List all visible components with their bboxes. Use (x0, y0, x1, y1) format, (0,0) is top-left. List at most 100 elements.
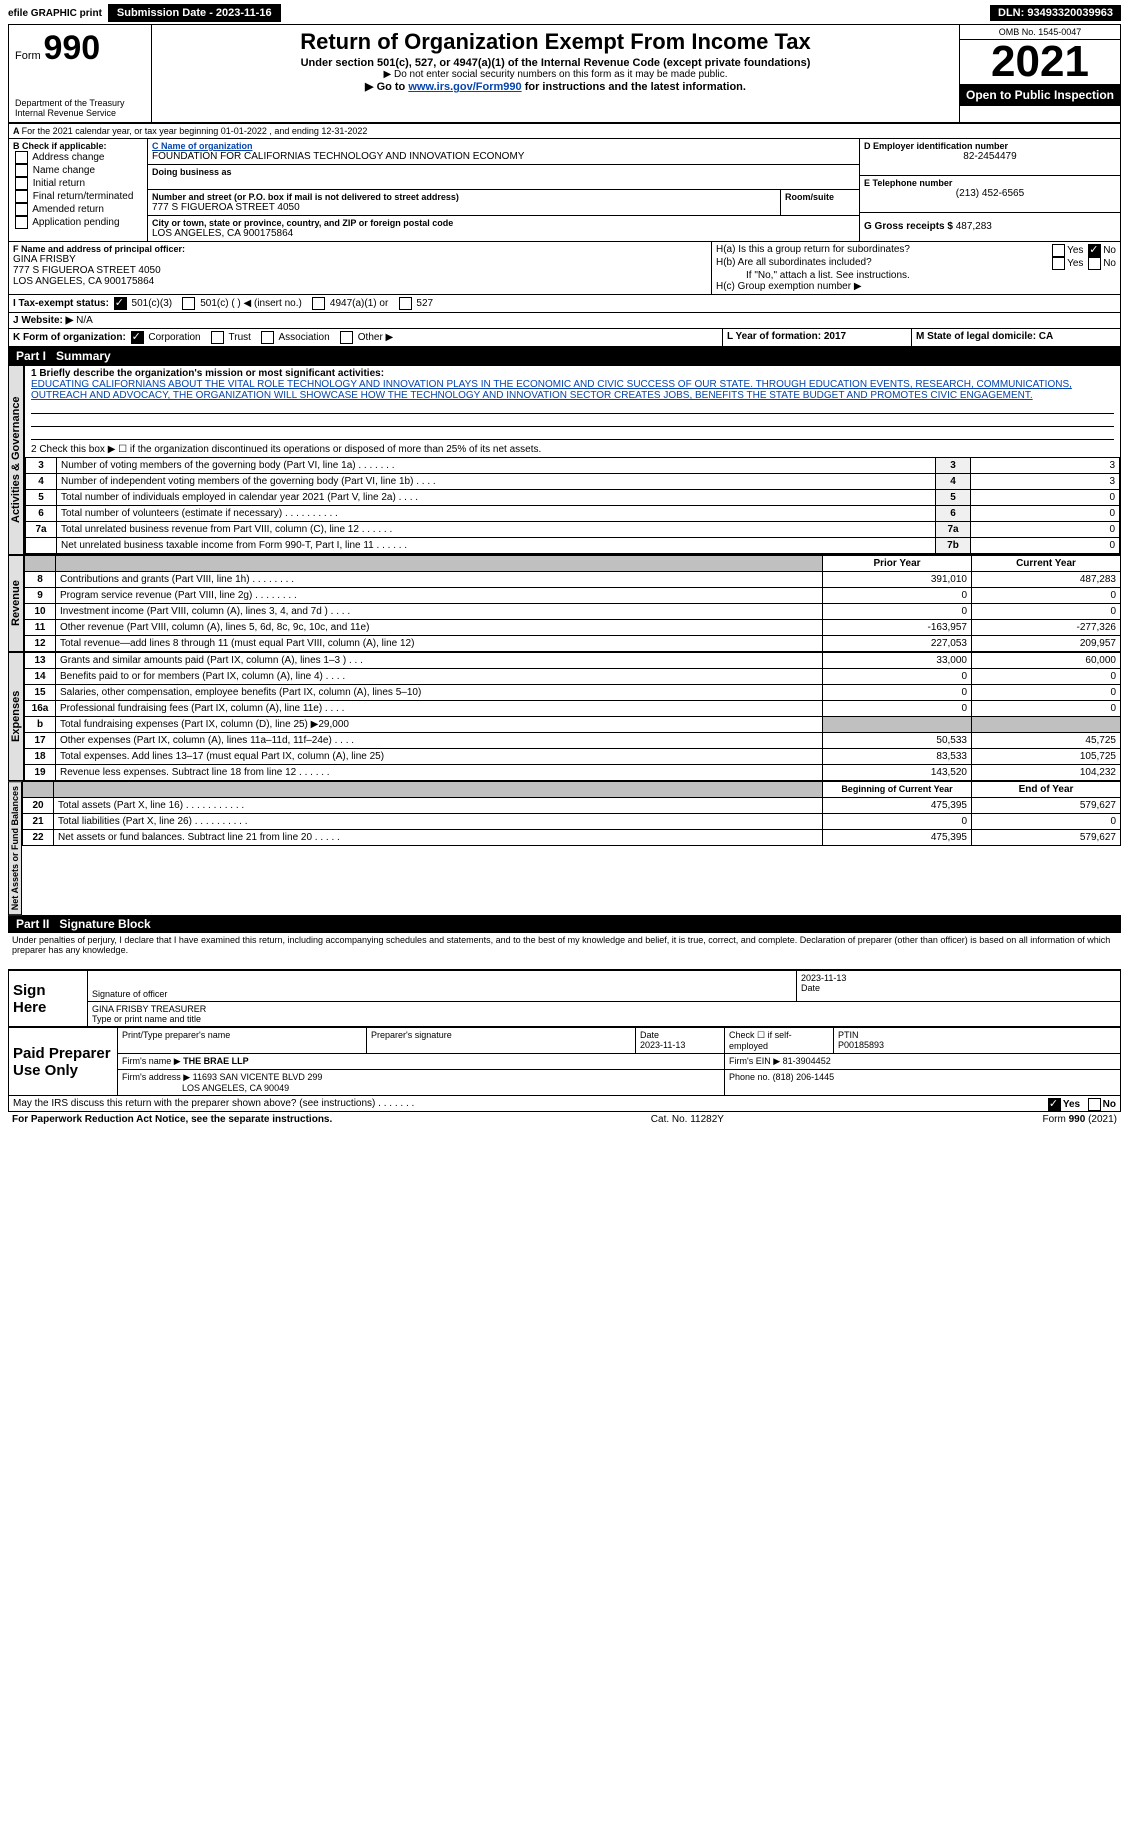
checkbox-application-pending[interactable] (15, 216, 28, 229)
checkbox-amended-return[interactable] (15, 203, 28, 216)
line-a: A For the 2021 calendar year, or tax yea… (8, 123, 1121, 139)
discuss-question: May the IRS discuss this return with the… (13, 1098, 414, 1109)
netasset-row: 22Net assets or fund balances. Subtract … (23, 830, 1121, 846)
officer-name: GINA FRISBY (13, 254, 707, 265)
section-c-label[interactable]: C Name of organization (152, 141, 855, 151)
form-prefix: Form (15, 50, 41, 62)
expense-row: bTotal fundraising expenses (Part IX, co… (25, 717, 1121, 733)
activities-tab: Activities & Governance (8, 365, 24, 555)
tax-status-3[interactable] (399, 297, 412, 310)
form-header: Form 990 Department of the Treasury Inte… (8, 24, 1121, 123)
sign-here-label: Sign Here (9, 971, 88, 1027)
discuss-no-checkbox[interactable] (1088, 1098, 1101, 1111)
hb-note: If "No," attach a list. See instructions… (716, 270, 1116, 281)
activity-row: 4Number of independent voting members of… (26, 474, 1120, 490)
declaration: Under penalties of perjury, I declare th… (8, 933, 1121, 957)
preparer-sig-hdr: Preparer's signature (367, 1028, 636, 1054)
activity-row: 3Number of voting members of the governi… (26, 458, 1120, 474)
revenue-row: 8Contributions and grants (Part VIII, li… (25, 572, 1121, 588)
subtitle-2: ▶ Do not enter social security numbers o… (154, 69, 957, 80)
hb-no-checkbox[interactable] (1088, 257, 1101, 270)
officer-addr2: LOS ANGELES, CA 900175864 (13, 276, 707, 287)
firm-addr1: 11693 SAN VICENTE BLVD 299 (193, 1072, 323, 1082)
subtitle-1: Under section 501(c), 527, or 4947(a)(1)… (154, 57, 957, 69)
netassets-tab: Net Assets or Fund Balances (8, 781, 22, 915)
sign-here-block: Sign Here Signature of officer 2023-11-1… (8, 970, 1121, 1027)
firm-addr2: LOS ANGELES, CA 90049 (182, 1083, 289, 1093)
form-org-1[interactable] (211, 331, 224, 344)
expense-row: 19Revenue less expenses. Subtract line 1… (25, 765, 1121, 781)
ha-label: H(a) Is this a group return for subordin… (716, 244, 1050, 257)
ha-no-checkbox[interactable] (1088, 244, 1101, 257)
org-name: FOUNDATION FOR CALIFORNIAS TECHNOLOGY AN… (152, 151, 855, 162)
year-formation: L Year of formation: 2017 (727, 331, 846, 342)
part2-header: Part II Signature Block (8, 915, 1121, 933)
form-org-2[interactable] (261, 331, 274, 344)
phone-label: E Telephone number (864, 178, 1116, 188)
preparer-name-hdr: Print/Type preparer's name (118, 1028, 367, 1054)
submission-date-button[interactable]: Submission Date - 2023-11-16 (108, 4, 281, 22)
checkbox-initial-return[interactable] (15, 177, 28, 190)
sign-date-label: Date (801, 983, 1116, 993)
irs-label: Internal Revenue Service (15, 108, 145, 118)
checkbox-final-return-terminated[interactable] (15, 190, 28, 203)
firm-ein: 81-3904452 (783, 1056, 831, 1066)
dln-label: DLN: 93493320039963 (990, 5, 1121, 21)
hb-yes-checkbox[interactable] (1052, 257, 1065, 270)
paid-preparer-label: Paid Preparer Use Only (9, 1028, 118, 1096)
checkbox-name-change[interactable] (15, 164, 28, 177)
section-b-label: B Check if applicable: (13, 141, 143, 151)
officer-print-name: GINA FRISBY TREASURER (92, 1004, 1116, 1014)
ein-label: D Employer identification number (864, 141, 1116, 151)
expense-row: 17Other expenses (Part IX, column (A), l… (25, 733, 1121, 749)
website-label: J Website: ▶ (13, 315, 73, 326)
gross-receipts-label: G Gross receipts $ (864, 221, 953, 232)
expense-row: 14Benefits paid to or for members (Part … (25, 669, 1121, 685)
sign-date: 2023-11-13 (801, 973, 1116, 983)
street-address: 777 S FIGUEROA STREET 4050 (152, 202, 776, 213)
expenses-tab: Expenses (8, 652, 24, 781)
form-org-0[interactable] (131, 331, 144, 344)
efile-label: efile GRAPHIC print (8, 8, 102, 19)
firm-phone: (818) 206-1445 (773, 1072, 835, 1082)
tax-exempt-label: I Tax-exempt status: (13, 298, 109, 309)
tax-status-0[interactable] (114, 297, 127, 310)
subtitle-3: ▶ Go to www.irs.gov/Form990 for instruct… (154, 80, 957, 93)
cat-no: Cat. No. 11282Y (651, 1114, 724, 1125)
netasset-row: 20Total assets (Part X, line 16) . . . .… (23, 798, 1121, 814)
discuss-yes-checkbox[interactable] (1048, 1098, 1061, 1111)
revenue-tab: Revenue (8, 555, 24, 652)
ha-yes-checkbox[interactable] (1052, 244, 1065, 257)
part1-header: Part I Summary (8, 347, 1121, 365)
website-value: N/A (76, 315, 93, 326)
expense-row: 18Total expenses. Add lines 13–17 (must … (25, 749, 1121, 765)
dba-label: Doing business as (152, 167, 855, 177)
open-inspection: Open to Public Inspection (960, 84, 1120, 106)
irs-link[interactable]: www.irs.gov/Form990 (408, 81, 521, 93)
dept-label: Department of the Treasury (15, 98, 145, 108)
checkbox-address-change[interactable] (15, 151, 28, 164)
city-state-zip: LOS ANGELES, CA 900175864 (152, 228, 855, 239)
form-title: Return of Organization Exempt From Incom… (154, 29, 957, 55)
form-org-3[interactable] (340, 331, 353, 344)
expense-row: 15Salaries, other compensation, employee… (25, 685, 1121, 701)
ein-value: 82-2454479 (864, 151, 1116, 162)
paid-preparer-block: Paid Preparer Use Only Print/Type prepar… (8, 1027, 1121, 1096)
sig-officer-label: Signature of officer (92, 989, 792, 999)
tax-status-2[interactable] (312, 297, 325, 310)
mission-text[interactable]: EDUCATING CALIFORNIANS ABOUT THE VITAL R… (31, 379, 1114, 401)
gross-receipts-value: 487,283 (956, 221, 992, 232)
form-footer: Form 990 (2021) (1043, 1114, 1117, 1125)
city-label: City or town, state or province, country… (152, 218, 855, 228)
room-label: Room/suite (785, 192, 855, 202)
tax-status-1[interactable] (182, 297, 195, 310)
state-domicile: M State of legal domicile: CA (916, 331, 1053, 342)
ptin-value: P00185893 (838, 1040, 884, 1050)
officer-addr1: 777 S FIGUEROA STREET 4050 (13, 265, 707, 276)
paperwork-notice: For Paperwork Reduction Act Notice, see … (12, 1114, 332, 1125)
expense-row: 16aProfessional fundraising fees (Part I… (25, 701, 1121, 717)
addr-label: Number and street (or P.O. box if mail i… (152, 192, 776, 202)
print-name-label: Type or print name and title (92, 1014, 1116, 1024)
tax-year: 2021 (960, 40, 1120, 84)
hb-label: H(b) Are all subordinates included? (716, 257, 1050, 270)
